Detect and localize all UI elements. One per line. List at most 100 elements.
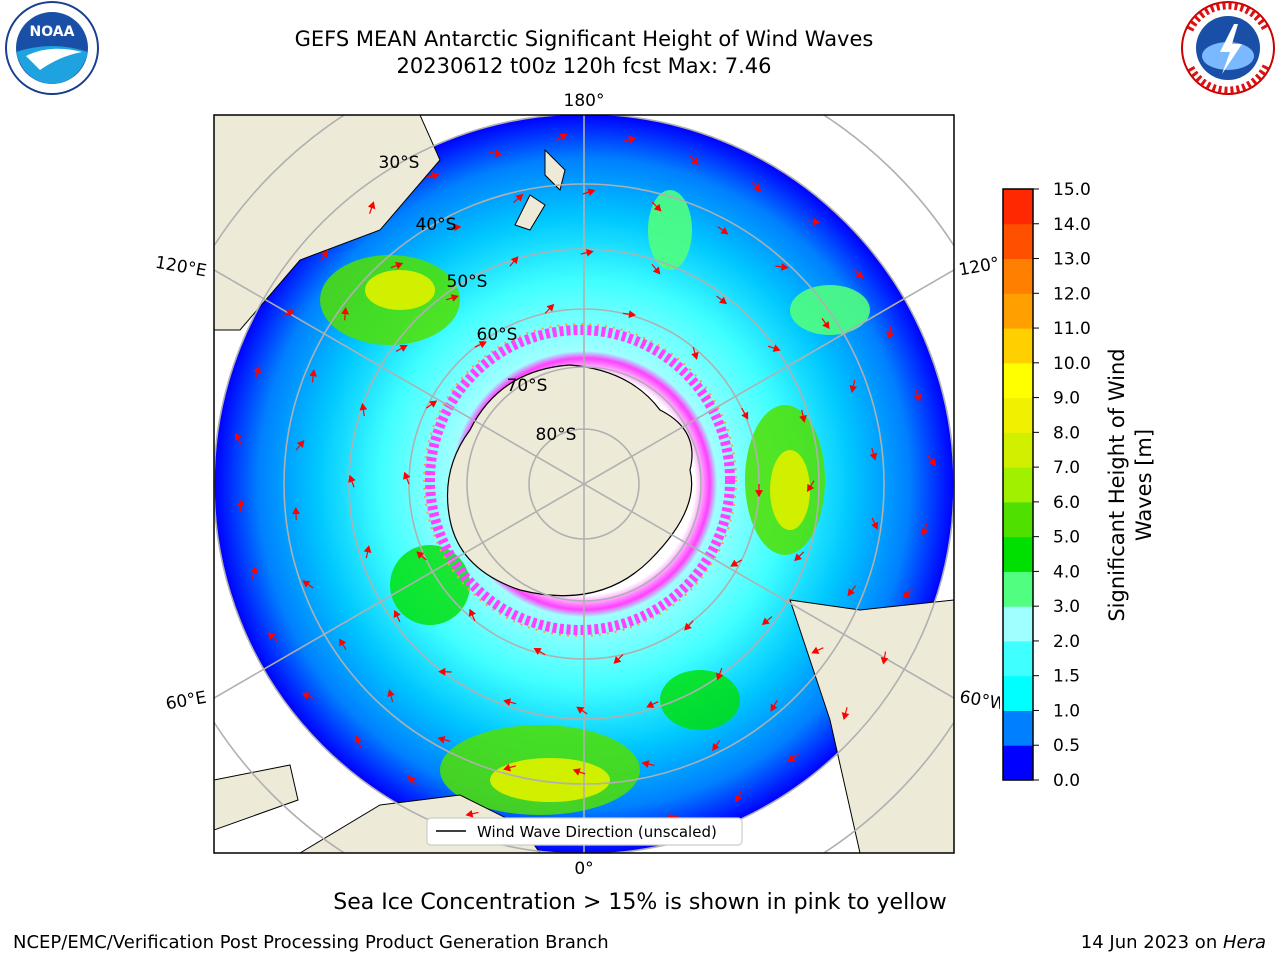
wind-arrow-head [799,414,807,423]
colorbar-tick-label: 11.0 [1053,319,1091,339]
wind-arrow-head [503,698,512,706]
wind-arrow-head [468,608,476,617]
colorbar-tick-label: 6.0 [1053,493,1080,513]
colorbar-swatch [1003,258,1033,294]
wind-arrow-head [587,188,596,196]
credit-text: NCEP/EMC/Verification Post Processing Pr… [13,932,609,953]
wind-arrow-head [354,735,362,744]
wind-arrow-head [641,760,650,768]
colorbar-swatch [1003,397,1033,433]
sea-ice-note: Sea Ice Concentration > 15% is shown in … [333,890,947,915]
wind-arrow-head [806,483,815,492]
wind-arrow-head [770,703,778,712]
map-frame [213,114,955,854]
colorbar-tick-label: 10.0 [1053,354,1091,374]
wind-arrow-head [855,271,864,279]
colorbar-tick-label: 0.0 [1053,771,1080,791]
wind-arrow-head [684,622,692,631]
wind-arrow-head [450,294,459,302]
wind-arrow-head [781,263,789,271]
wind-arrow-head [559,133,568,141]
colorbar-swatch [1003,536,1033,572]
wind-arrow-head [250,565,258,574]
graticule [214,115,954,853]
wind-arrow-head [363,545,372,553]
wind-arrow-head [730,559,739,567]
lat-label-60s: 60°S [477,325,518,345]
lat-label-80s: 80°S [536,425,577,445]
wind-arrow-head [515,193,524,202]
wind-arrow-head [847,588,855,597]
colorbar-label-line1: Significant Height of Wind [1105,348,1129,621]
wind-arrow-head [628,310,637,319]
colorbar-tick-label: 3.0 [1053,597,1080,617]
wind-arrow-head [841,712,850,721]
wind-arrow-head [880,656,889,665]
map-title: GEFS MEAN Antarctic Significant Height o… [294,27,874,51]
colorbar-swatch [1003,328,1033,364]
wind-arrow-head [646,700,655,708]
wind-arrow-head [454,223,462,232]
legend-label: Wind Wave Direction (unscaled) [477,823,717,841]
lon-label-0: 0° [574,859,593,879]
lat-label-30s: 30°S [379,153,420,173]
wind-arrow-head [438,667,446,676]
wind-arrow-head [546,303,555,312]
noaa-logo: NOAA [5,1,99,95]
colorbar-swatch [1003,675,1033,711]
colorbar-tick-label: 12.0 [1053,284,1091,304]
colorbar-swatch [1003,710,1033,746]
wind-arrow-head [572,768,581,776]
lat-label-50s: 50°S [447,272,488,292]
wind-arrow-head [253,365,262,374]
wind-arrow-head [286,310,295,318]
wind-arrow-head [339,638,347,647]
wind-arrow-head [301,692,310,700]
wind-arrow-head [341,307,350,315]
wind-arrow-head [822,321,830,330]
antarctica-land [446,364,693,597]
wind-arrow-head [812,217,821,226]
colorbar-tick-label: 13.0 [1053,250,1091,270]
colorbar-swatch [1003,467,1033,503]
colorbar-swatch [1003,606,1033,642]
wind-arrow-head [719,296,728,305]
wind-arrow-head [871,521,879,530]
colorbar-tick-label: 0.5 [1053,736,1080,756]
wind-arrow-head [407,775,416,784]
wind-arrow-head [653,203,662,212]
wind-arrow-head [690,157,699,166]
wind-arrow-head [320,249,329,258]
colorbar-swatch [1003,189,1033,225]
colorbar-tick-label: 1.5 [1053,667,1080,687]
wind-arrow-head [494,149,503,158]
wind-arrow-head [292,506,300,515]
colorbar-tick-label: 4.0 [1053,562,1080,582]
colorbar-tick-label: 15.0 [1053,180,1091,200]
wind-arrow-head [234,432,242,441]
wind-arrow-head [914,393,922,402]
wind-arrow-head [735,794,743,803]
wind-arrow-head [811,646,820,654]
colorbar-swatch [1003,745,1033,781]
wind-arrow-head [613,656,622,664]
colorbar-swatch [1003,501,1033,538]
machine-name: Hera [1222,932,1266,953]
lat-label-40s: 40°S [416,215,457,235]
wind-arrow-head [465,809,474,818]
wind-arrow-head [437,735,446,744]
wind-arrow-head [416,551,425,559]
wind-arrow-head [533,648,542,655]
wind-arrow-head [755,490,763,498]
map-legend: Wind Wave Direction (unscaled) [426,817,743,846]
colorbar-label-line2: Waves [m] [1132,429,1156,541]
wind-arrow-head [576,706,585,714]
colorbar-swatch [1003,223,1033,260]
colorbar-tick-label: 1.0 [1053,701,1080,721]
wind-arrow-head [761,617,770,626]
wind-arrow-head [302,580,311,588]
colorbar-swatches [1003,189,1033,781]
wind-arrow-head [267,632,276,641]
wind-arrow-head [429,400,438,408]
wind-arrow-head [902,590,911,599]
